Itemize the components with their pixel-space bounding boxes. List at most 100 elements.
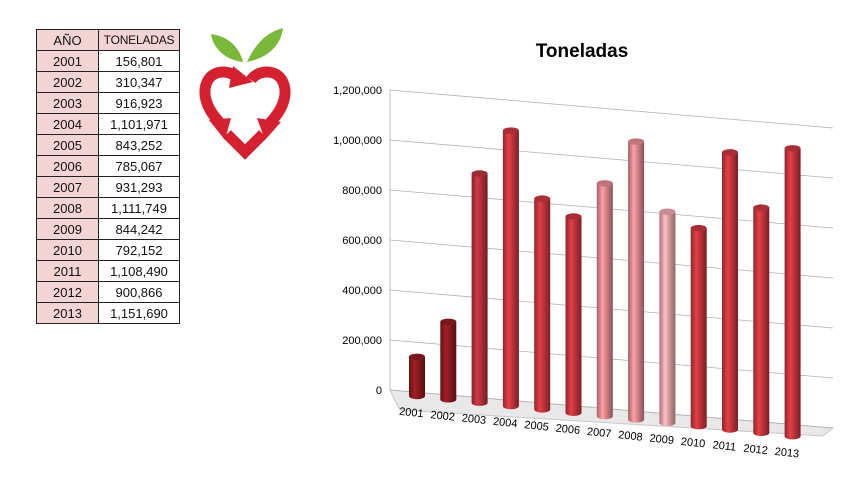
bar-top xyxy=(784,145,801,152)
cell-toneladas: 844,242 xyxy=(98,218,180,240)
y-tick-label: 400,000 xyxy=(342,285,382,297)
bar-top xyxy=(690,224,707,232)
table-row: 2011 1,108,490 xyxy=(36,260,180,282)
x-tick-label: 2007 xyxy=(586,426,612,440)
cell-toneladas: 310,347 xyxy=(98,71,180,93)
bar-top xyxy=(722,149,738,156)
cell-toneladas: 785,067 xyxy=(98,155,180,177)
bar-body xyxy=(502,130,519,410)
gridline xyxy=(389,139,834,179)
bar-body xyxy=(409,356,425,400)
bar-top xyxy=(596,180,613,187)
x-tick-label: 2008 xyxy=(618,429,644,443)
x-tick-label: 2009 xyxy=(649,433,675,447)
x-tick-label: 2003 xyxy=(461,412,487,426)
heart-left-arc xyxy=(199,66,244,130)
bar-body xyxy=(690,228,707,430)
cell-year: 2006 xyxy=(36,155,99,177)
table-row: 2003 916,923 xyxy=(36,92,180,114)
x-tick-label: 2012 xyxy=(743,443,769,457)
bar-body xyxy=(722,152,738,433)
bar xyxy=(690,224,707,430)
heart-bottom-arc xyxy=(223,130,267,160)
y-tick-label: 600,000 xyxy=(342,235,382,247)
cell-year: 2012 xyxy=(36,281,99,303)
bar xyxy=(628,138,645,423)
x-tick-label: 2005 xyxy=(524,419,550,433)
x-tick-label: 2010 xyxy=(680,436,706,450)
bar xyxy=(565,213,582,416)
bar xyxy=(440,318,457,403)
table-row: 2002 310,347 xyxy=(36,71,180,93)
bar-body xyxy=(784,148,801,440)
bar xyxy=(722,149,738,433)
y-axis-ticks: 0 200,000 400,000 600,000 800,000 1,000,000 1,… xyxy=(333,85,382,397)
y-tick-label: 0 xyxy=(376,385,382,397)
bar xyxy=(502,127,519,410)
cell-year: 2009 xyxy=(36,218,99,240)
x-axis-ticks: 2001 2002 2003 2004 2005 2006 2007 2008 2009 2010… xyxy=(399,406,800,461)
bar-top xyxy=(628,138,645,145)
cell-toneladas: 916,923 xyxy=(98,92,180,114)
bar-top xyxy=(534,195,551,202)
chart-title: Toneladas xyxy=(536,41,629,62)
table-header-row: AÑO TONELADAS xyxy=(36,29,180,51)
cell-toneladas: 1,151,690 xyxy=(98,302,180,324)
table-row: 2012 900,866 xyxy=(36,281,180,303)
bar-top xyxy=(753,204,770,211)
cell-year: 2007 xyxy=(36,176,99,198)
y-tick-label: 800,000 xyxy=(342,185,382,197)
bar xyxy=(659,208,676,426)
cell-year: 2005 xyxy=(36,134,99,156)
arrowhead-top xyxy=(229,66,253,88)
gridline xyxy=(389,89,834,129)
x-tick-label: 2011 xyxy=(712,439,737,453)
y-tick-label: 1,200,000 xyxy=(333,85,382,97)
bar-body xyxy=(628,141,645,423)
bar-body xyxy=(565,216,582,416)
cell-toneladas: 1,101,971 xyxy=(98,113,180,135)
table-body: 2001 156,801 2002 310,347 2003 916,923 2004 1,1… xyxy=(36,50,180,324)
bar-top xyxy=(440,318,457,325)
x-tick-label: 2001 xyxy=(399,406,425,420)
bar-body xyxy=(753,207,770,437)
cell-year: 2010 xyxy=(36,239,99,261)
table-row: 2008 1,111,749 xyxy=(36,197,180,219)
heart-right-arc xyxy=(246,66,291,130)
bar xyxy=(596,180,613,420)
x-tick-label: 2004 xyxy=(492,416,518,430)
cell-year: 2004 xyxy=(36,113,99,135)
table-row: 2010 792,152 xyxy=(36,239,180,261)
table-row: 2004 1,101,971 xyxy=(36,113,180,135)
cell-toneladas: 843,252 xyxy=(98,134,180,156)
cell-toneladas: 1,108,490 xyxy=(98,260,180,282)
table-row: 2006 785,067 xyxy=(36,155,180,177)
x-tick-label: 2013 xyxy=(774,446,800,460)
header-toneladas: TONELADAS xyxy=(98,29,180,51)
cell-toneladas: 156,801 xyxy=(98,50,180,72)
bar-top xyxy=(502,127,519,134)
x-tick-label: 2006 xyxy=(555,423,581,437)
bar-body xyxy=(659,211,676,426)
bar xyxy=(784,145,801,440)
bar-body xyxy=(534,198,551,413)
x-tick-label: 2002 xyxy=(430,409,456,423)
table-row: 2007 931,293 xyxy=(36,176,180,198)
bar-top xyxy=(409,353,425,360)
bar xyxy=(534,195,551,413)
y-tick-label: 1,000,000 xyxy=(333,135,382,147)
data-table: AÑO TONELADAS 2001 156,801 2002 310,347 2003… xyxy=(36,29,180,324)
cell-toneladas: 1,111,749 xyxy=(98,197,180,219)
apple-heart-recycle-icon xyxy=(199,28,291,160)
arrowhead-right xyxy=(257,118,281,140)
bar-body xyxy=(596,183,613,420)
bar xyxy=(409,353,425,400)
table-row: 2001 156,801 xyxy=(36,50,180,72)
table-row: 2009 844,242 xyxy=(36,218,180,240)
left-leaf-icon xyxy=(211,34,243,62)
bar-top xyxy=(659,208,676,215)
right-leaf-icon xyxy=(247,28,283,62)
bars xyxy=(409,127,801,440)
bar-top xyxy=(565,213,582,220)
bar xyxy=(753,204,770,437)
